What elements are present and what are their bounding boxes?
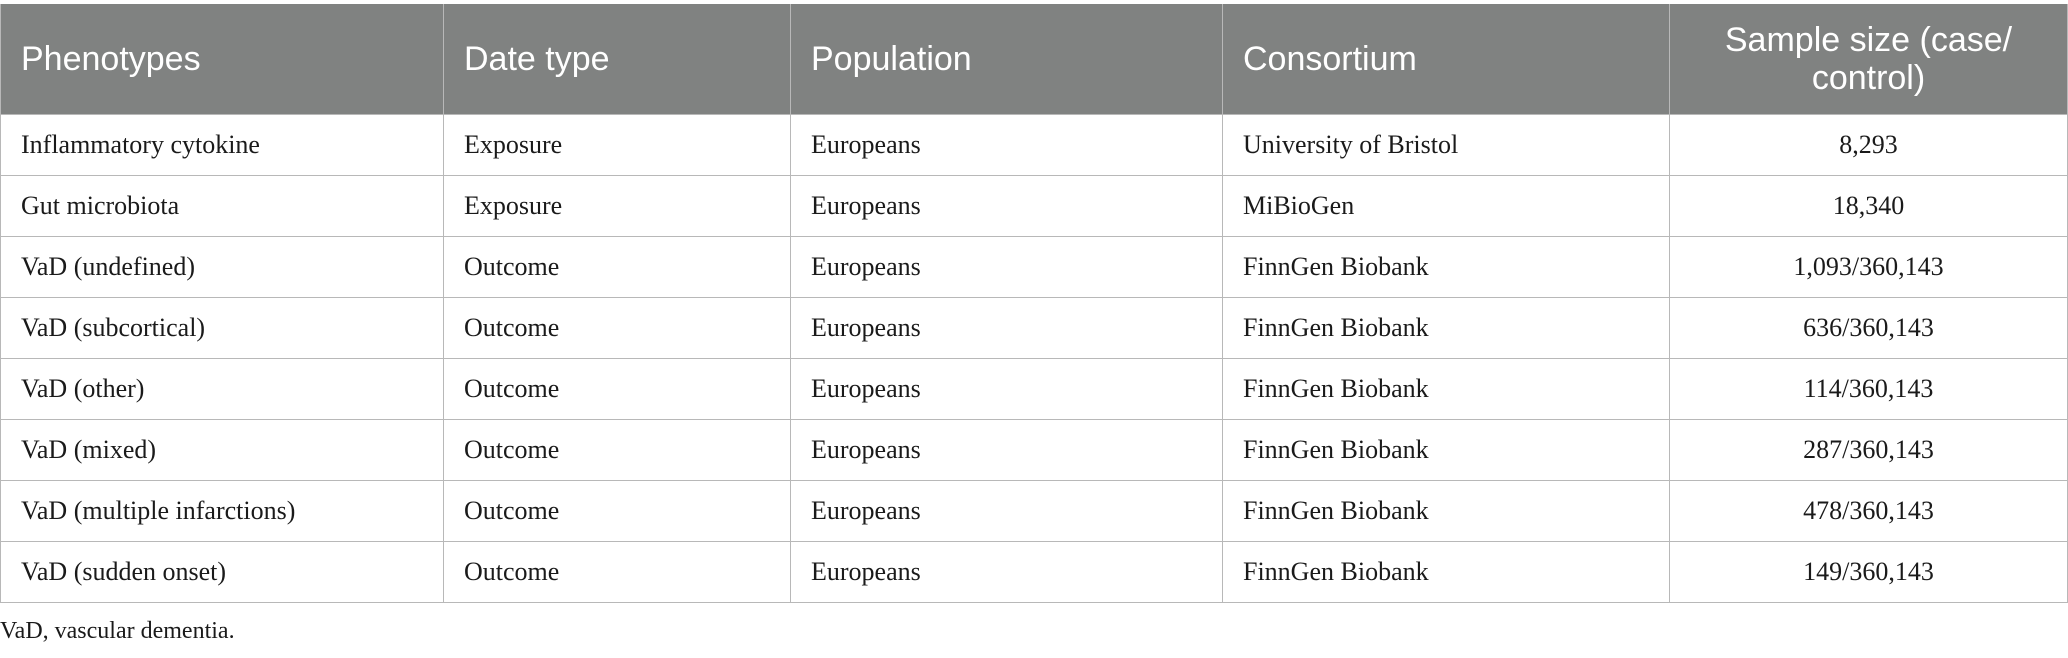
cell-consortium: FinnGen Biobank xyxy=(1222,541,1670,603)
table-row: Gut microbiota Exposure Europeans MiBioG… xyxy=(0,175,2068,237)
cell-consortium: FinnGen Biobank xyxy=(1222,358,1670,420)
cell-consortium: FinnGen Biobank xyxy=(1222,480,1670,542)
data-table: Phenotypes Date type Population Consorti… xyxy=(0,4,2068,603)
column-header-sample-size: Sample size (case/control) xyxy=(1669,4,2068,115)
cell-population: Europeans xyxy=(790,419,1223,481)
cell-consortium: MiBioGen xyxy=(1222,175,1670,237)
data-table-container: Phenotypes Date type Population Consorti… xyxy=(0,4,2068,603)
cell-sample-size: 287/360,143 xyxy=(1669,419,2068,481)
cell-population: Europeans xyxy=(790,297,1223,359)
cell-phenotype: VaD (subcortical) xyxy=(0,297,444,359)
cell-consortium: FinnGen Biobank xyxy=(1222,419,1670,481)
cell-sample-size: 636/360,143 xyxy=(1669,297,2068,359)
cell-sample-size: 478/360,143 xyxy=(1669,480,2068,542)
cell-date-type: Outcome xyxy=(443,541,791,603)
cell-sample-size: 18,340 xyxy=(1669,175,2068,237)
cell-date-type: Outcome xyxy=(443,419,791,481)
cell-phenotype: VaD (multiple infarctions) xyxy=(0,480,444,542)
cell-population: Europeans xyxy=(790,358,1223,420)
cell-phenotype: Inflammatory cytokine xyxy=(0,114,444,176)
cell-date-type: Outcome xyxy=(443,236,791,298)
cell-population: Europeans xyxy=(790,480,1223,542)
cell-date-type: Exposure xyxy=(443,175,791,237)
cell-population: Europeans xyxy=(790,541,1223,603)
cell-sample-size: 8,293 xyxy=(1669,114,2068,176)
column-header-phenotypes: Phenotypes xyxy=(0,4,444,115)
cell-consortium: University of Bristol xyxy=(1222,114,1670,176)
cell-phenotype: VaD (undefined) xyxy=(0,236,444,298)
table-footnote: VaD, vascular dementia. xyxy=(0,618,235,644)
cell-population: Europeans xyxy=(790,175,1223,237)
column-header-population: Population xyxy=(790,4,1223,115)
table-body: Inflammatory cytokine Exposure Europeans… xyxy=(0,114,2068,603)
column-header-date-type: Date type xyxy=(443,4,791,115)
cell-phenotype: VaD (other) xyxy=(0,358,444,420)
cell-sample-size: 149/360,143 xyxy=(1669,541,2068,603)
cell-consortium: FinnGen Biobank xyxy=(1222,236,1670,298)
column-header-consortium: Consortium xyxy=(1222,4,1670,115)
cell-consortium: FinnGen Biobank xyxy=(1222,297,1670,359)
cell-phenotype: VaD (sudden onset) xyxy=(0,541,444,603)
cell-population: Europeans xyxy=(790,236,1223,298)
cell-sample-size: 1,093/360,143 xyxy=(1669,236,2068,298)
header-row: Phenotypes Date type Population Consorti… xyxy=(0,4,2068,115)
table-header: Phenotypes Date type Population Consorti… xyxy=(0,4,2068,115)
cell-date-type: Outcome xyxy=(443,297,791,359)
cell-phenotype: VaD (mixed) xyxy=(0,419,444,481)
cell-sample-size: 114/360,143 xyxy=(1669,358,2068,420)
table-row: VaD (sudden onset) Outcome Europeans Fin… xyxy=(0,541,2068,603)
table-row: VaD (subcortical) Outcome Europeans Finn… xyxy=(0,297,2068,359)
sample-size-header-text: Sample size (case/control) xyxy=(1724,21,2013,97)
table-row: VaD (other) Outcome Europeans FinnGen Bi… xyxy=(0,358,2068,420)
cell-date-type: Exposure xyxy=(443,114,791,176)
cell-date-type: Outcome xyxy=(443,358,791,420)
table-row: Inflammatory cytokine Exposure Europeans… xyxy=(0,114,2068,176)
cell-population: Europeans xyxy=(790,114,1223,176)
table-row: VaD (multiple infarctions) Outcome Europ… xyxy=(0,480,2068,542)
cell-date-type: Outcome xyxy=(443,480,791,542)
table-row: VaD (mixed) Outcome Europeans FinnGen Bi… xyxy=(0,419,2068,481)
table-row: VaD (undefined) Outcome Europeans FinnGe… xyxy=(0,236,2068,298)
cell-phenotype: Gut microbiota xyxy=(0,175,444,237)
